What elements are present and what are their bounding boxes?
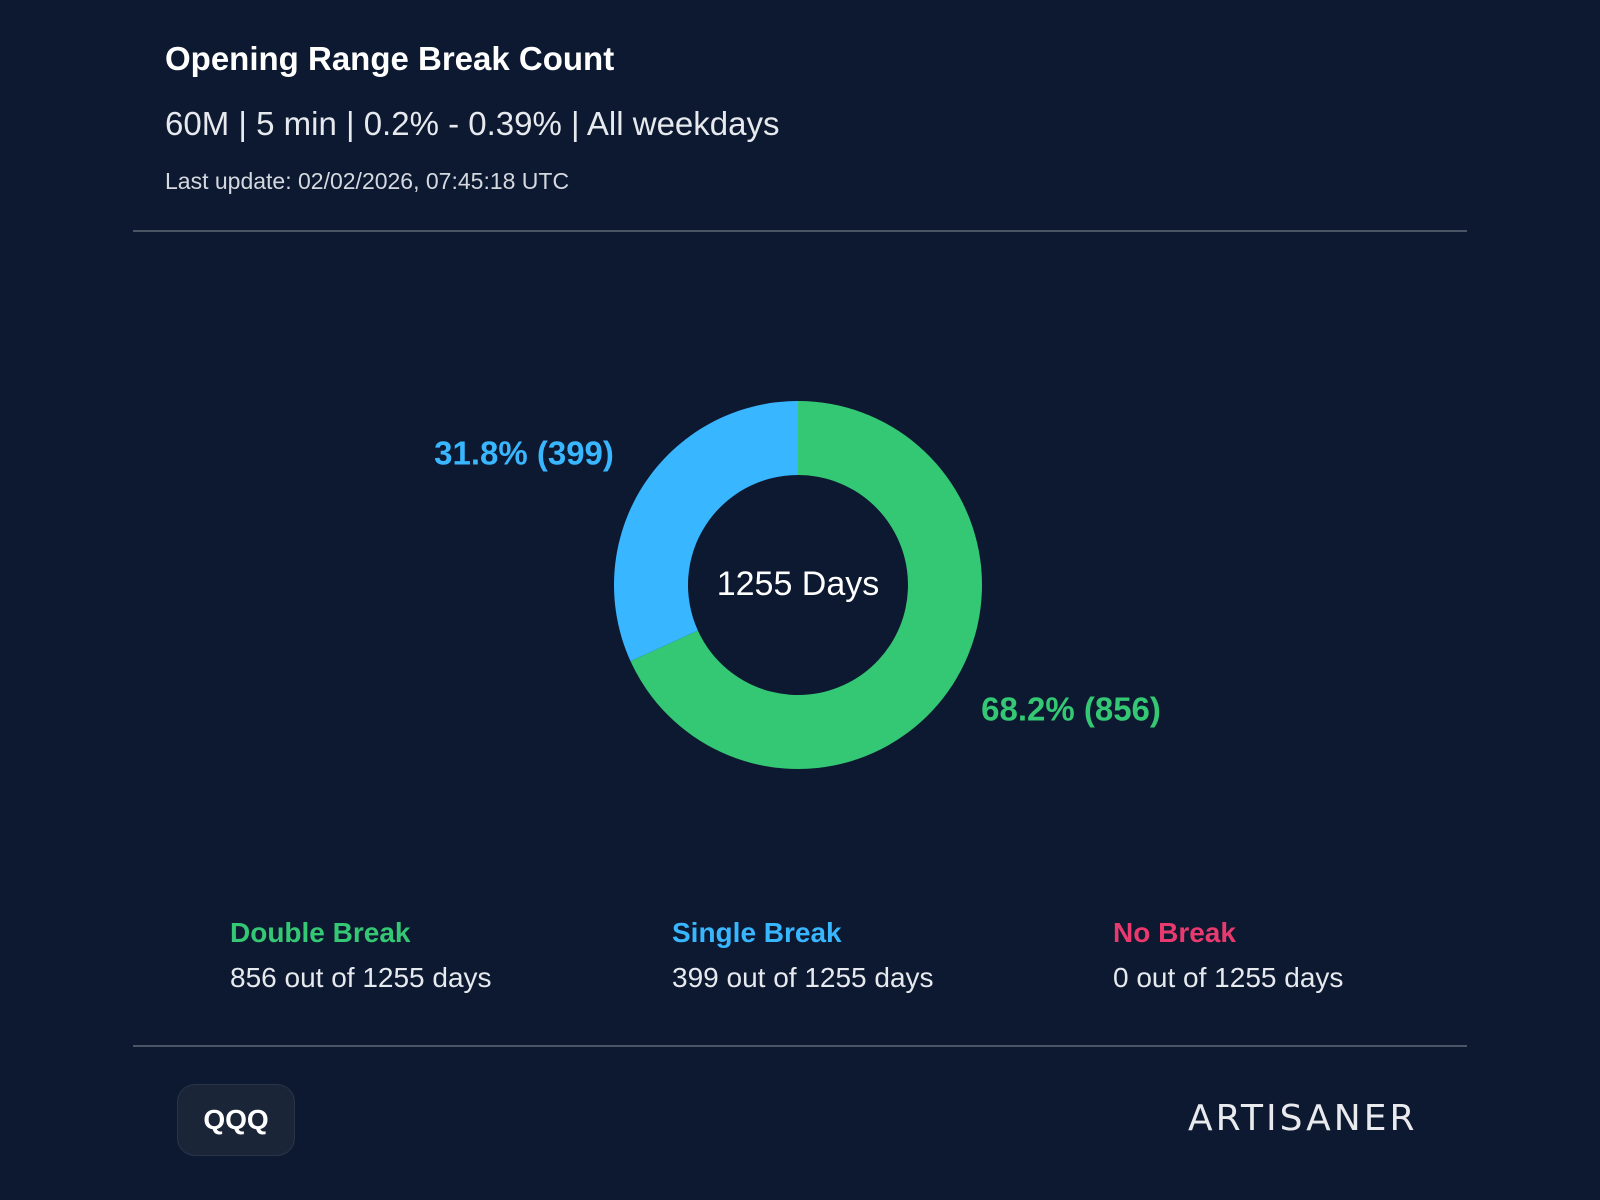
- legend-single-break-name: Single Break: [672, 917, 842, 948]
- legend-item-double-break: Double Break 856 out of 1255 days: [230, 915, 650, 996]
- chart-title: Opening Range Break Count: [165, 40, 615, 77]
- ticker-badge[interactable]: QQQ: [177, 1084, 295, 1156]
- header-divider: [133, 230, 1467, 232]
- chart-header: Opening Range Break Count 60M | 5 min | …: [165, 36, 780, 196]
- donut-slice-single-break[interactable]: [614, 401, 798, 662]
- chart-subtitle: 60M | 5 min | 0.2% - 0.39% | All weekday…: [165, 105, 780, 142]
- legend-double-break-desc: 856 out of 1255 days: [230, 962, 492, 993]
- donut-slice-double-break[interactable]: [630, 401, 982, 769]
- center-label: 1255 Days: [717, 565, 880, 603]
- legend-double-break-name: Double Break: [230, 917, 411, 948]
- footer-divider: [133, 1045, 1467, 1047]
- legend-item-single-break: Single Break 399 out of 1255 days: [672, 915, 1092, 996]
- brand-logo: ARTISANER: [1188, 1098, 1418, 1139]
- single-break-data-label: 31.8% (399): [434, 435, 614, 472]
- double-break-data-label: 68.2% (856): [981, 691, 1161, 728]
- legend-single-break-desc: 399 out of 1255 days: [672, 962, 934, 993]
- legend-no-break-name: No Break: [1113, 917, 1236, 948]
- legend-no-break-desc: 0 out of 1255 days: [1113, 962, 1344, 993]
- last-update-text: Last update: 02/02/2026, 07:45:18 UTC: [165, 168, 570, 194]
- legend-item-no-break: No Break 0 out of 1255 days: [1113, 915, 1533, 996]
